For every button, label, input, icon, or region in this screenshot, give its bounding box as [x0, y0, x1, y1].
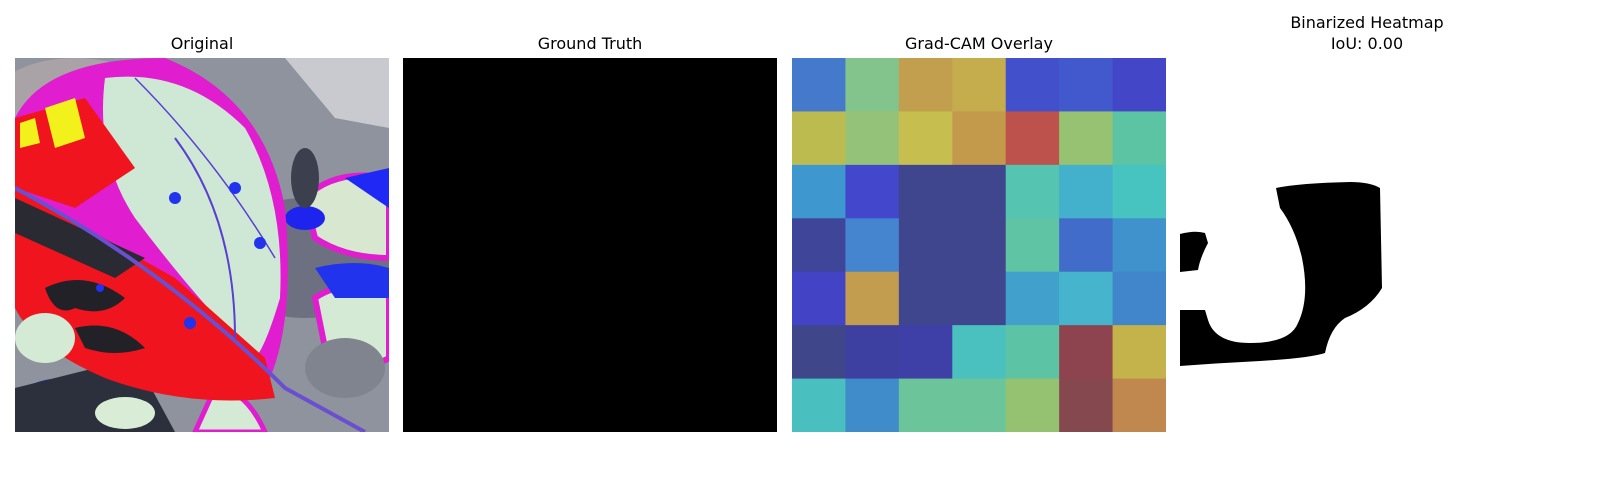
gradcam-cell: [1112, 218, 1166, 273]
gradcam-cell: [1005, 218, 1060, 273]
gradcam-cell: [845, 218, 900, 273]
original-image: [15, 58, 389, 432]
heatmap-mask-region: [1180, 182, 1382, 366]
gradcam-cell: [845, 111, 900, 166]
gradcam-title: Grad-CAM Overlay: [905, 34, 1053, 53]
gradcam-cell: [1005, 378, 1060, 432]
gradcam-cell: [1112, 378, 1166, 432]
gradcam-overlay: [792, 58, 1166, 432]
gradcam-cell: [1112, 325, 1166, 380]
gradcam-cell: [1059, 164, 1114, 219]
gradcam-cell: [845, 378, 900, 432]
gradcam-cell: [792, 111, 847, 166]
gradcam-cell: [845, 58, 900, 113]
gradcam-cell: [1005, 58, 1060, 113]
binarized-title: Binarized Heatmap: [1290, 13, 1444, 32]
binarized-heatmap: [1180, 58, 1554, 432]
gradcam-cell: [792, 325, 847, 380]
ground-truth-mask: [403, 58, 777, 432]
gradcam-cell: [845, 164, 900, 219]
gradcam-cell: [898, 325, 953, 380]
gradcam-cell: [1059, 271, 1114, 326]
gradcam-cell: [1005, 164, 1060, 219]
gradcam-cell: [898, 58, 953, 113]
gradcam-cell: [845, 271, 900, 326]
gradcam-cell: [952, 218, 1007, 273]
gradcam-cell: [898, 218, 953, 273]
gradcam-cell: [1059, 111, 1114, 166]
gradcam-cell: [845, 325, 900, 380]
gradcam-cell: [1059, 218, 1114, 273]
ground-truth-title: Ground Truth: [537, 34, 643, 53]
original-title: Original: [170, 34, 234, 53]
gradcam-cell: [1005, 271, 1060, 326]
gradcam-cell: [952, 378, 1007, 432]
gradcam-cell: [898, 271, 953, 326]
gradcam-cell: [792, 271, 847, 326]
gradcam-cell: [792, 164, 847, 219]
gradcam-cell: [1059, 58, 1114, 113]
gradcam-cell: [1112, 271, 1166, 326]
gradcam-cell: [898, 164, 953, 219]
gradcam-cell: [1059, 378, 1114, 432]
gradcam-cell: [898, 111, 953, 166]
gradcam-cell: [792, 58, 847, 113]
gradcam-cell: [898, 378, 953, 432]
gradcam-cell: [1112, 111, 1166, 166]
gradcam-cell: [952, 164, 1007, 219]
gradcam-cell: [1005, 111, 1060, 166]
gradcam-cell: [952, 111, 1007, 166]
gradcam-cell: [952, 325, 1007, 380]
gradcam-cell: [1112, 164, 1166, 219]
gradcam-cell: [792, 218, 847, 273]
gradcam-cell: [1059, 325, 1114, 380]
gradcam-cell: [1112, 58, 1166, 113]
gradcam-cell: [1005, 325, 1060, 380]
iou-subtitle: IoU: 0.00: [1330, 34, 1404, 53]
gradcam-cell: [952, 271, 1007, 326]
gradcam-cell: [952, 58, 1007, 113]
heatmap-mask-left: [1180, 231, 1208, 272]
gradcam-cell: [792, 378, 847, 432]
